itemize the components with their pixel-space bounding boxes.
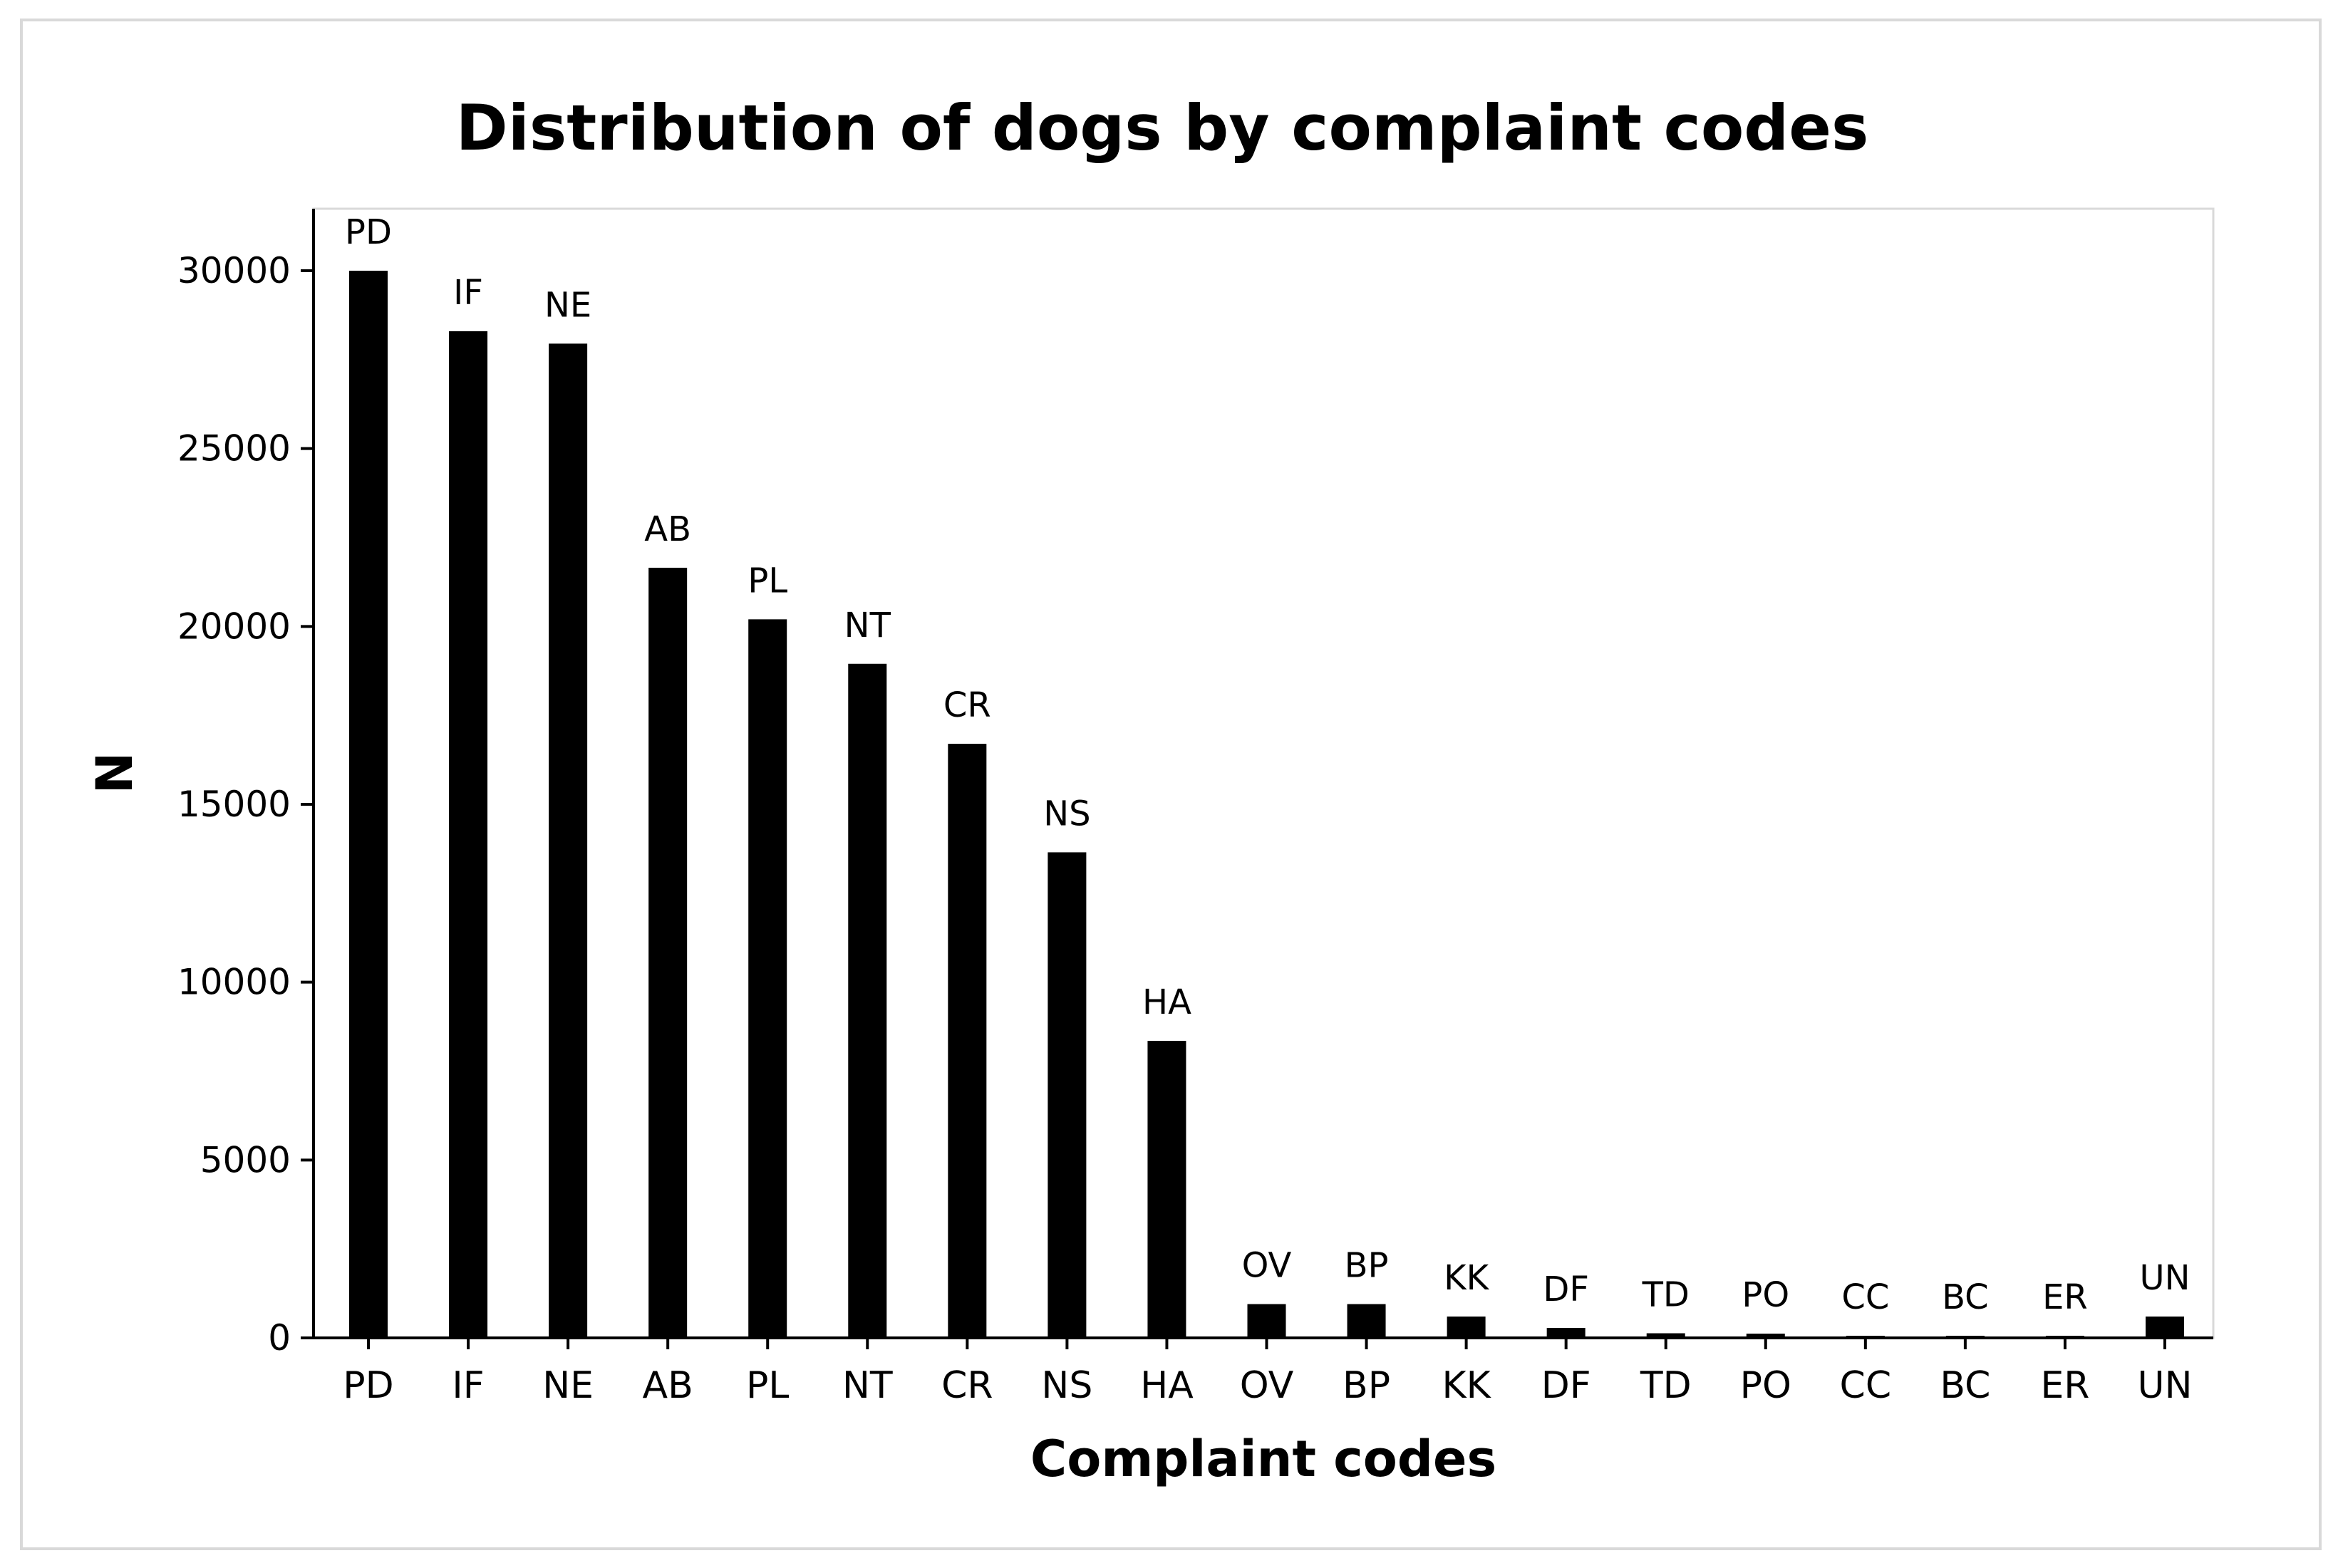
x-tick-label-pl: PL (746, 1364, 789, 1407)
y-tick-label: 30000 (177, 250, 291, 291)
bar-ab (648, 567, 688, 1338)
x-tick-label-ne: NE (542, 1364, 594, 1407)
bar-ha (1147, 1041, 1186, 1338)
x-tick-label-bp: BP (1343, 1364, 1390, 1407)
bar-label-bc: BC (1942, 1277, 1989, 1317)
y-tick-label: 0 (268, 1317, 291, 1359)
bar-er (2045, 1336, 2084, 1338)
y-axis-ticks: 0 5000 10000 15000 20000 25000 30000 (177, 250, 314, 1359)
bar-label-nt: NT (844, 606, 891, 645)
bar-label-df: DF (1543, 1270, 1589, 1309)
bar-ov (1247, 1304, 1286, 1338)
x-tick-label-ha: HA (1140, 1364, 1194, 1407)
x-axis-ticks: PD IF NE AB PL NT CR NS HA OV BP KK DF TD PO CC BC ER UN (343, 1338, 2192, 1407)
x-tick-label-cc: CC (1840, 1364, 1892, 1407)
bar-kk (1447, 1317, 1486, 1338)
bar-ns (1048, 852, 1087, 1338)
x-tick-label-ov: OV (1240, 1364, 1294, 1407)
y-tick-label: 10000 (177, 962, 291, 1003)
bar-label-ab: AB (644, 509, 691, 549)
y-tick-label: 5000 (200, 1139, 291, 1180)
x-tick-label-po: PO (1740, 1364, 1791, 1407)
bar-label-ne: NE (544, 285, 591, 325)
bar-label-if: IF (453, 273, 483, 313)
chart-title: Distribution of dogs by complaint codes (456, 91, 1869, 165)
bar-bp (1347, 1304, 1386, 1338)
x-tick-label-td: TD (1640, 1364, 1692, 1407)
bar-label-pd: PD (345, 212, 392, 252)
bar-label-ns: NS (1043, 794, 1090, 834)
x-tick-label-un: UN (2138, 1364, 2193, 1407)
bar-label-td: TD (1642, 1275, 1690, 1315)
bar-if (449, 331, 488, 1338)
bar-label-ha: HA (1142, 982, 1191, 1022)
x-tick-label-df: DF (1541, 1364, 1591, 1407)
bar-label-cc: CC (1841, 1277, 1889, 1317)
bar-label-er: ER (2042, 1277, 2088, 1317)
y-tick-label: 20000 (177, 606, 291, 647)
x-tick-label-ns: NS (1041, 1364, 1092, 1407)
bar-cr (948, 744, 987, 1338)
bar-label-un: UN (2139, 1258, 2190, 1298)
x-tick-label-nt: NT (842, 1364, 893, 1407)
bar-nt (848, 663, 887, 1338)
bar-ne (549, 343, 588, 1339)
y-tick-label: 15000 (177, 784, 291, 825)
x-axis-label: Complaint codes (1030, 1430, 1496, 1488)
bar-label-kk: KK (1444, 1258, 1489, 1298)
bars (349, 271, 2184, 1339)
bar-po (1746, 1334, 1785, 1338)
bar-label-bp: BP (1345, 1246, 1389, 1286)
bar-cc (1846, 1336, 1885, 1338)
bar-label-cr: CR (943, 685, 991, 725)
bar-df (1546, 1328, 1586, 1338)
x-tick-label-kk: KK (1442, 1364, 1492, 1407)
y-axis-label: N (86, 752, 144, 794)
x-tick-label-pd: PD (343, 1364, 393, 1407)
bar-pd (349, 271, 388, 1338)
bar-un (2146, 1317, 2184, 1338)
bar-label-pl: PL (748, 561, 787, 601)
bar-labels: PD IF NE AB PL NT CR NS HA OV BP KK DF TD PO CC BC ER UN (345, 212, 2190, 1317)
x-tick-label-if: IF (452, 1364, 484, 1407)
bar-pl (748, 619, 787, 1338)
x-tick-label-ab: AB (643, 1364, 693, 1407)
bar-bc (1945, 1336, 1985, 1338)
x-tick-label-cr: CR (941, 1364, 993, 1407)
bar-label-ov: OV (1242, 1246, 1292, 1286)
bar-td (1646, 1333, 1685, 1338)
x-tick-label-er: ER (2040, 1364, 2089, 1407)
y-tick-label: 25000 (177, 428, 291, 469)
x-tick-label-bc: BC (1940, 1364, 1990, 1407)
bar-label-po: PO (1742, 1275, 1789, 1315)
